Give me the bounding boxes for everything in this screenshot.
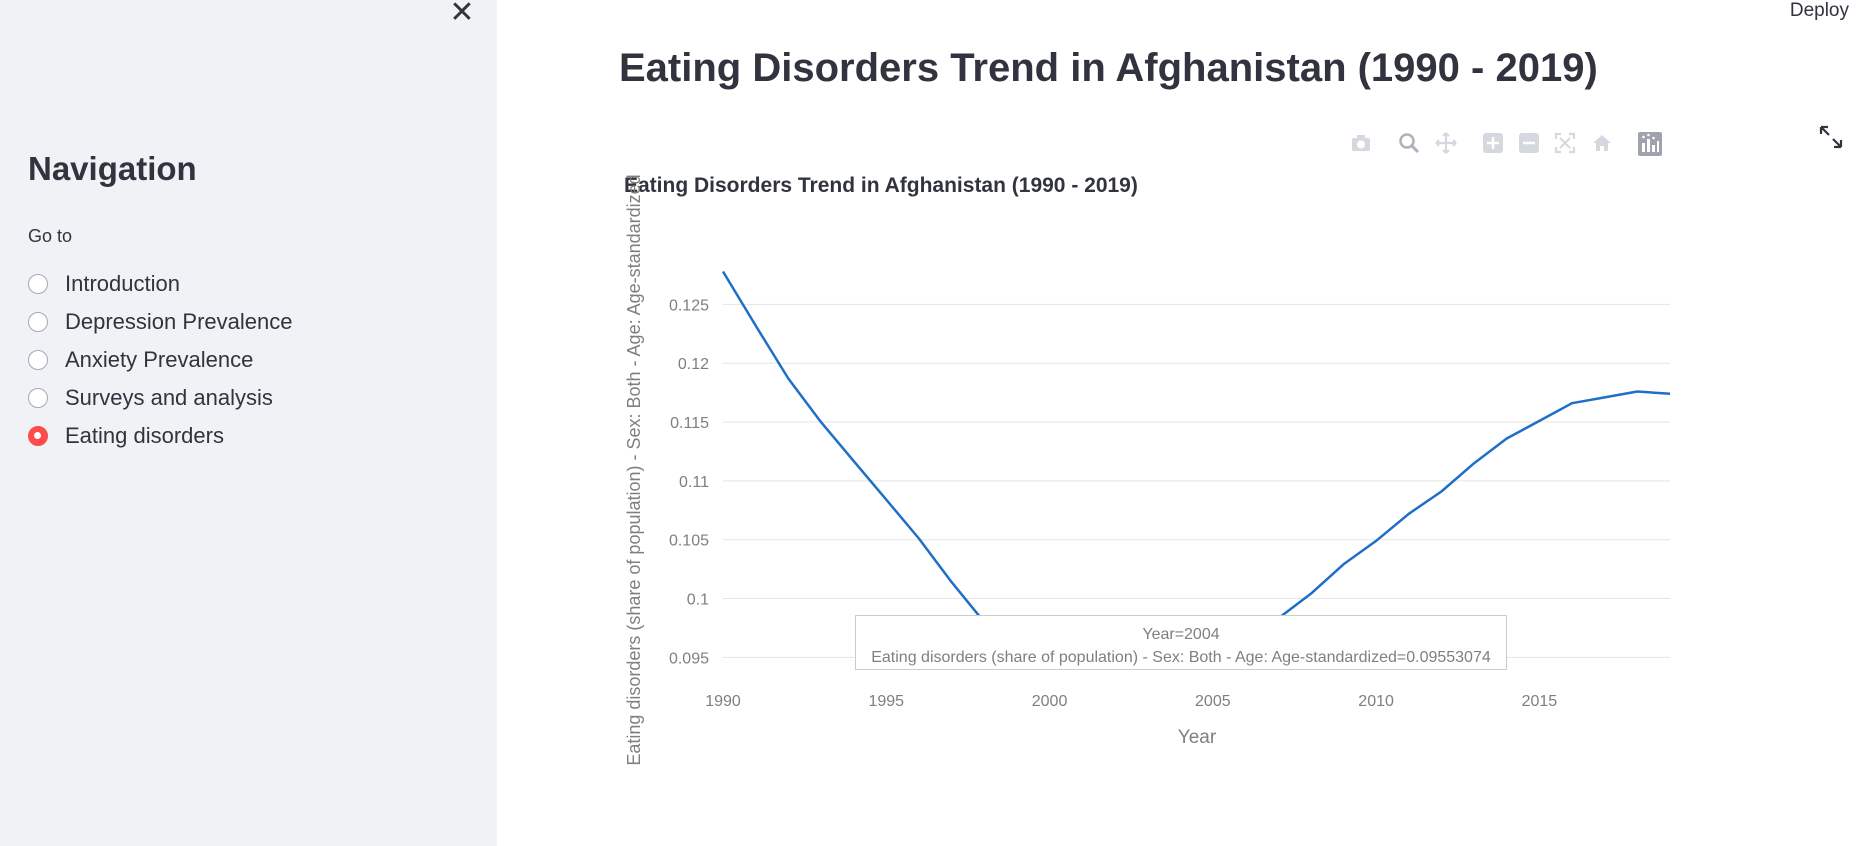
radio-circle-icon xyxy=(28,350,48,370)
radio-label: Eating disorders xyxy=(65,423,224,448)
x-tick-label: 1995 xyxy=(868,693,904,710)
radio-circle-icon xyxy=(28,312,48,332)
zoom-out-button[interactable] xyxy=(1518,132,1540,154)
autoscale-button[interactable] xyxy=(1554,132,1576,154)
x-tick-label: 2005 xyxy=(1195,693,1231,710)
radio-option-depression-prevalence[interactable]: Depression Prevalence xyxy=(28,303,292,341)
hover-line-year: Year=2004 xyxy=(1142,626,1220,643)
y-tick-label: 0.105 xyxy=(669,533,709,550)
goto-label: Go to xyxy=(28,226,73,246)
series-line[interactable] xyxy=(721,270,1671,653)
radio-option-anxiety-prevalence[interactable]: Anxiety Prevalence xyxy=(28,341,292,379)
radio-circle-icon xyxy=(28,426,48,446)
radio-circle-icon xyxy=(28,274,48,294)
expand-icon xyxy=(1819,125,1843,149)
plotly-logo-icon xyxy=(1638,132,1662,156)
x-axis-label: Year xyxy=(1178,727,1217,748)
camera-icon xyxy=(1352,135,1370,151)
navigation-title: Navigation xyxy=(28,150,197,187)
zoom-in-button[interactable] xyxy=(1482,132,1504,154)
page-radio-group: Introduction Depression Prevalence Anxiety… xyxy=(28,265,292,455)
x-tick-label: 2015 xyxy=(1522,693,1558,710)
zoom-icon xyxy=(1399,133,1420,154)
zoom-out-icon xyxy=(1519,133,1539,153)
hover-line-value: Eating disorders (share of population) -… xyxy=(871,649,1491,666)
reset-axes-icon xyxy=(1593,135,1611,151)
close-sidebar-button[interactable]: ✕ xyxy=(448,0,476,29)
radio-label: Anxiety Prevalence xyxy=(65,347,254,372)
y-axis-label: Eating disorders (share of population) -… xyxy=(624,174,644,765)
x-tick-label: 2000 xyxy=(1032,693,1068,710)
page-title: Eating Disorders Trend in Afghanistan (1… xyxy=(619,46,1598,90)
x-tick-label: 2010 xyxy=(1358,693,1394,710)
chart-grid xyxy=(723,303,1670,658)
autoscale-icon xyxy=(1554,132,1576,154)
radio-circle-icon xyxy=(28,388,48,408)
reset-axes-button[interactable] xyxy=(1591,132,1613,154)
sidebar: ✕ Navigation Go to Introduction Depressio… xyxy=(0,0,497,846)
y-tick-label: 0.11 xyxy=(679,474,709,491)
chart-hover-tooltip: Year=2004 Eating disorders (share of pop… xyxy=(855,615,1507,670)
radio-option-surveys-and-analysis[interactable]: Surveys and analysis xyxy=(28,379,292,417)
radio-option-introduction[interactable]: Introduction xyxy=(28,265,292,303)
chart-title: Eating Disorders Trend in Afghanistan (1… xyxy=(624,174,1138,197)
pan-button[interactable] xyxy=(1435,132,1457,154)
download-png-button[interactable] xyxy=(1350,132,1372,154)
plotly-logo-button[interactable] xyxy=(1638,132,1662,156)
y-tick-label: 0.1 xyxy=(687,592,709,609)
close-icon: ✕ xyxy=(449,0,475,29)
fullscreen-button[interactable] xyxy=(1818,124,1844,150)
radio-option-eating-disorders[interactable]: Eating disorders xyxy=(28,417,292,455)
zoom-button[interactable] xyxy=(1398,132,1420,154)
y-tick-label: 0.12 xyxy=(678,356,709,373)
zoom-in-icon xyxy=(1483,133,1503,153)
chart-series xyxy=(721,270,1671,653)
radio-label: Surveys and analysis xyxy=(65,385,273,410)
radio-label: Introduction xyxy=(65,271,180,296)
y-tick-label: 0.095 xyxy=(669,650,709,667)
y-tick-label: 0.125 xyxy=(669,297,709,314)
x-tick-labels: 1990 1995 2000 2005 2010 2015 xyxy=(705,693,1557,710)
y-tick-label: 0.115 xyxy=(670,415,709,432)
pan-icon xyxy=(1435,132,1457,154)
deploy-button[interactable]: Deploy xyxy=(1789,0,1849,21)
radio-label: Depression Prevalence xyxy=(65,309,293,334)
y-tick-labels: 0.095 0.1 0.105 0.11 0.115 0.12 0.125 xyxy=(669,297,709,667)
x-tick-label: 1990 xyxy=(705,693,741,710)
